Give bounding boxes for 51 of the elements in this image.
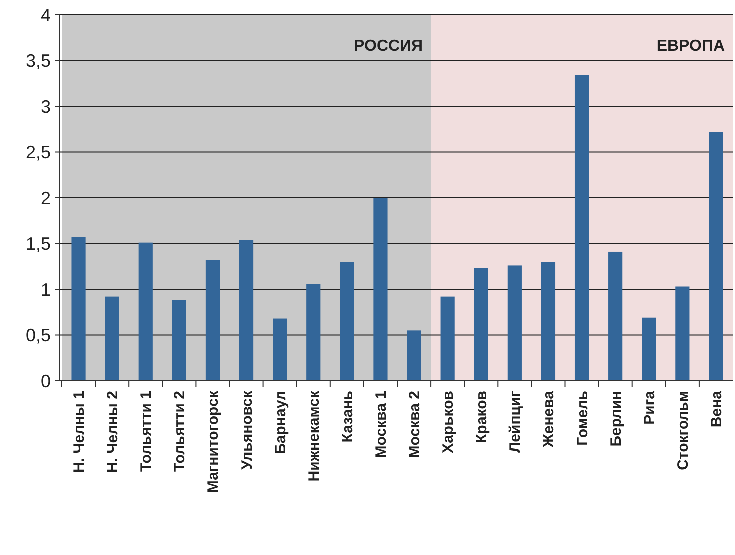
x-tick-label: Н. Челны 2 bbox=[104, 391, 122, 473]
band-label: РОССИЯ bbox=[354, 38, 424, 55]
bar bbox=[508, 266, 522, 381]
y-tick-label: 4 bbox=[40, 5, 51, 26]
x-tick-label: Казань bbox=[339, 391, 356, 443]
bar bbox=[206, 260, 220, 381]
bar bbox=[608, 252, 623, 381]
bar bbox=[407, 330, 422, 381]
x-tick-label: Гомель bbox=[574, 391, 592, 446]
bar bbox=[709, 132, 724, 381]
bar bbox=[374, 198, 388, 381]
x-tick-label: Н. Челны 1 bbox=[71, 391, 88, 473]
x-tick-label: Тольятти 1 bbox=[138, 391, 156, 472]
bar bbox=[273, 318, 288, 381]
x-tick-label: Краков bbox=[474, 391, 491, 444]
x-tick-label: Лейпциг bbox=[507, 391, 524, 453]
bar bbox=[306, 284, 321, 381]
bar bbox=[72, 237, 86, 381]
bar bbox=[440, 296, 455, 381]
bar bbox=[105, 296, 120, 381]
x-tick-label: Харьков bbox=[440, 391, 458, 454]
x-tick-label: Москва 1 bbox=[372, 391, 390, 458]
y-tick-label: 0 bbox=[40, 371, 51, 392]
x-tick-label: Нижнекамск bbox=[306, 390, 323, 482]
bar bbox=[676, 286, 690, 381]
bar bbox=[474, 268, 488, 381]
x-tick-label: Тольятти 2 bbox=[172, 391, 189, 472]
y-tick-label: 1 bbox=[40, 280, 51, 300]
x-tick-label: Женева bbox=[540, 390, 558, 449]
bar bbox=[138, 242, 153, 381]
y-tick-label: 1,5 bbox=[26, 234, 51, 254]
bar bbox=[340, 262, 354, 381]
bar bbox=[642, 318, 656, 381]
bar bbox=[239, 240, 254, 381]
x-tick-label: Москва 2 bbox=[406, 391, 424, 458]
y-tick-label: 3 bbox=[40, 96, 51, 117]
y-tick-label: 2,5 bbox=[26, 142, 51, 163]
bar bbox=[541, 262, 556, 381]
x-tick-label: Барнаул bbox=[272, 391, 290, 454]
y-tick-label: 0,5 bbox=[26, 326, 51, 346]
y-tick-label: 3,5 bbox=[26, 51, 51, 72]
x-tick-label: Вена bbox=[708, 390, 726, 428]
band-label: ЕВРОПА bbox=[656, 38, 726, 55]
y-tick-label: 2 bbox=[40, 188, 51, 208]
bar bbox=[574, 75, 590, 381]
x-tick-label: Ульяновск bbox=[238, 390, 256, 470]
x-tick-label: Рига bbox=[641, 390, 658, 425]
x-tick-label: Берлин bbox=[608, 391, 625, 447]
bar bbox=[172, 300, 186, 381]
x-tick-label: Стокгольм bbox=[674, 391, 692, 470]
x-tick-label: Магнитогорск bbox=[205, 390, 222, 494]
